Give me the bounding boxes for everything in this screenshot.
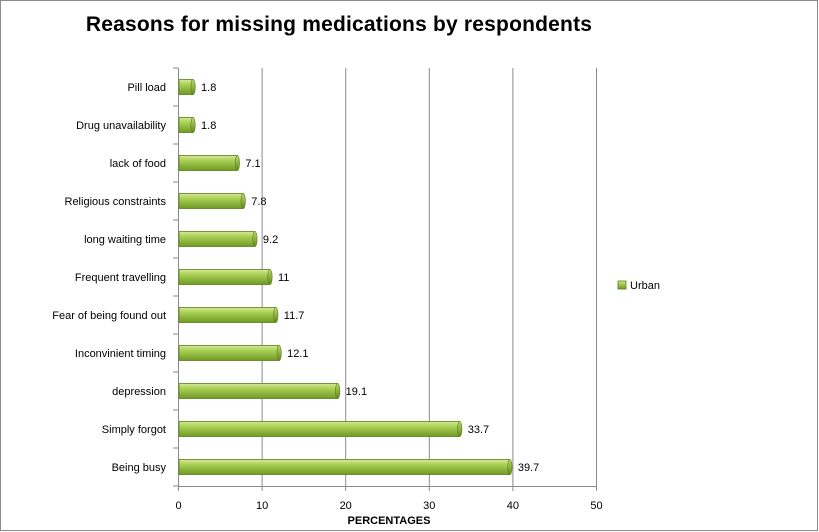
category-label: Drug unavailability: [76, 120, 166, 132]
data-label: 1.8: [201, 120, 216, 132]
bar-cap: [252, 231, 258, 247]
data-label: 7.8: [251, 196, 266, 208]
data-label: 11.7: [284, 310, 305, 322]
x-tick-label: 30: [423, 500, 435, 512]
data-label: 11: [278, 272, 289, 284]
data-label: 12.1: [287, 348, 308, 360]
bar-cap: [267, 269, 273, 285]
data-label: 39.7: [518, 462, 539, 474]
data-label: 19.1: [346, 386, 367, 398]
category-label: Inconvinient timing: [75, 348, 166, 360]
bar: [178, 383, 339, 399]
axes: [173, 67, 597, 491]
bar: [178, 193, 244, 209]
bar: [178, 155, 238, 171]
legend-label: Urban: [630, 280, 660, 292]
legend-swatch: [617, 280, 627, 290]
category-label: Pill load: [127, 82, 166, 94]
bar-cap: [240, 193, 246, 209]
x-tick-label: 0: [175, 500, 181, 512]
data-label: 1.8: [201, 82, 216, 94]
x-tick-label: 40: [507, 500, 519, 512]
category-label: Simply forgot: [102, 424, 166, 436]
category-label: long waiting time: [84, 234, 166, 246]
data-label: 7.1: [245, 158, 260, 170]
bar-cap: [190, 79, 196, 95]
bar-cap: [457, 421, 463, 437]
data-label: 33.7: [468, 424, 489, 436]
bar: [178, 421, 461, 437]
bar-cap: [276, 345, 282, 361]
legend: Urban: [617, 280, 660, 292]
x-tick-label: 10: [256, 500, 268, 512]
category-label: Being busy: [112, 462, 167, 474]
bars: [178, 79, 513, 475]
category-label: Religious constraints: [65, 196, 167, 208]
bar-cap: [234, 155, 240, 171]
category-label: depression: [112, 386, 166, 398]
category-label: Frequent travelling: [75, 272, 166, 284]
bar-cap: [335, 383, 341, 399]
category-label: Fear of being found out: [52, 310, 166, 322]
bar-cap: [507, 459, 513, 475]
labels: 0 10 20 30 40 50 Pill load 1.8 Drug unavailabili…: [52, 82, 602, 527]
bar: [178, 269, 271, 285]
bar-cap: [190, 117, 196, 133]
data-label: 9.2: [263, 234, 278, 246]
bar-cap: [273, 307, 279, 323]
bar: [178, 459, 511, 475]
chart-title: Reasons for missing medications by respo…: [85, 13, 593, 36]
x-tick-label: 20: [340, 500, 352, 512]
bar: [178, 231, 256, 247]
bar: [178, 307, 277, 323]
bar: [178, 345, 280, 361]
category-label: lack of food: [110, 158, 166, 170]
x-axis-title: PERCENTAGES: [348, 515, 431, 527]
x-tick-label: 50: [590, 500, 602, 512]
